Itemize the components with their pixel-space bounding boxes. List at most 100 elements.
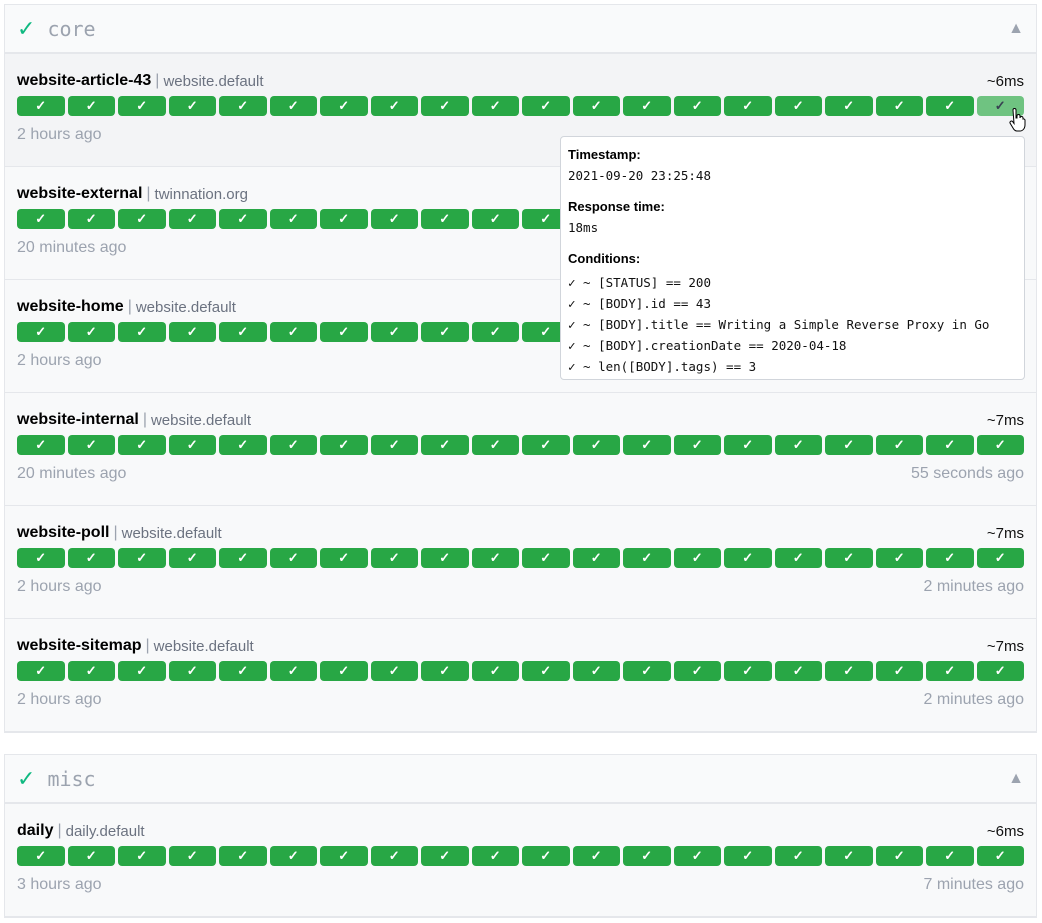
endpoint-name[interactable]: website-home	[17, 298, 124, 315]
result-bar[interactable]: ✓	[522, 846, 570, 866]
result-bar[interactable]: ✓	[118, 322, 166, 342]
result-bar[interactable]: ✓	[17, 661, 65, 681]
endpoint-name[interactable]: website-external	[17, 185, 143, 202]
result-bar[interactable]: ✓	[168, 846, 216, 866]
result-bar[interactable]: ✓	[17, 846, 65, 866]
result-bar[interactable]: ✓	[269, 548, 317, 568]
result-bar[interactable]: ✓	[774, 96, 822, 116]
result-bar[interactable]: ✓	[572, 661, 620, 681]
result-bar[interactable]: ✓	[623, 846, 671, 866]
result-bar[interactable]: ✓	[421, 661, 469, 681]
result-bar[interactable]: ✓	[825, 661, 873, 681]
result-bar[interactable]: ✓	[269, 435, 317, 455]
result-bar[interactable]: ✓	[926, 661, 974, 681]
result-bar[interactable]: ✓	[471, 661, 519, 681]
result-bar[interactable]: ✓	[421, 322, 469, 342]
result-bar[interactable]: ✓	[522, 661, 570, 681]
result-bar[interactable]: ✓	[673, 846, 721, 866]
result-bar[interactable]: ✓	[724, 548, 772, 568]
result-bar[interactable]: ✓	[118, 661, 166, 681]
result-bar[interactable]: ✓	[976, 435, 1024, 455]
result-bar[interactable]: ✓	[17, 96, 65, 116]
result-bar[interactable]: ✓	[320, 96, 368, 116]
result-bar[interactable]: ✓	[471, 322, 519, 342]
result-bar[interactable]: ✓	[724, 96, 772, 116]
result-bar[interactable]: ✓	[623, 661, 671, 681]
result-bar[interactable]: ✓	[875, 435, 923, 455]
result-bar[interactable]: ✓	[572, 846, 620, 866]
result-bar[interactable]: ✓	[269, 322, 317, 342]
result-bar[interactable]: ✓	[421, 435, 469, 455]
result-bar[interactable]: ✓	[522, 96, 570, 116]
endpoint-name[interactable]: website-sitemap	[17, 637, 142, 654]
result-bar[interactable]: ✓	[168, 661, 216, 681]
result-bar[interactable]: ✓	[219, 435, 267, 455]
result-bar[interactable]: ✓	[724, 846, 772, 866]
result-bar[interactable]: ✓	[471, 846, 519, 866]
result-bar[interactable]: ✓	[118, 209, 166, 229]
group-header[interactable]: ✓ misc ▲	[5, 755, 1036, 804]
result-bar[interactable]: ✓	[67, 322, 115, 342]
result-bar[interactable]: ✓	[17, 322, 65, 342]
result-bar[interactable]: ✓	[370, 322, 418, 342]
result-bar[interactable]: ✓	[67, 661, 115, 681]
result-bar[interactable]: ✓	[421, 548, 469, 568]
endpoint-name[interactable]: website-poll	[17, 524, 110, 541]
result-bar[interactable]: ✓	[269, 96, 317, 116]
result-bar[interactable]: ✓	[370, 209, 418, 229]
result-bar[interactable]: ✓	[623, 96, 671, 116]
result-bar[interactable]: ✓	[522, 209, 570, 229]
result-bar[interactable]: ✓	[219, 661, 267, 681]
result-bar[interactable]: ✓	[168, 435, 216, 455]
result-bar[interactable]: ✓	[522, 322, 570, 342]
result-bar[interactable]: ✓	[67, 209, 115, 229]
result-bar[interactable]: ✓	[67, 96, 115, 116]
group-header[interactable]: ✓ core ▲	[5, 5, 1036, 54]
result-bar[interactable]: ✓	[118, 548, 166, 568]
result-bar[interactable]: ✓	[471, 435, 519, 455]
result-bar[interactable]: ✓	[673, 435, 721, 455]
endpoint-row[interactable]: website-sitemap | website.default ~7ms ✓…	[5, 619, 1036, 732]
result-bar[interactable]: ✓	[926, 846, 974, 866]
result-bar[interactable]: ✓	[572, 435, 620, 455]
result-bar[interactable]: ✓	[320, 846, 368, 866]
result-bar[interactable]: ✓	[269, 661, 317, 681]
result-bar[interactable]: ✓	[471, 96, 519, 116]
result-bar[interactable]: ✓	[522, 435, 570, 455]
result-bar[interactable]: ✓	[67, 435, 115, 455]
result-bar[interactable]: ✓	[168, 96, 216, 116]
result-bar[interactable]: ✓	[269, 209, 317, 229]
result-bar[interactable]: ✓	[219, 96, 267, 116]
result-bar[interactable]: ✓	[976, 846, 1024, 866]
result-bar[interactable]: ✓	[118, 96, 166, 116]
result-bar[interactable]: ✓	[471, 209, 519, 229]
result-bar[interactable]: ✓	[471, 548, 519, 568]
result-bar[interactable]: ✓	[421, 96, 469, 116]
collapse-arrow-icon[interactable]: ▲	[1008, 19, 1024, 37]
endpoint-row[interactable]: daily | daily.default ~6ms ✓ ✓ ✓ ✓ ✓ ✓ ✓ ✓ ✓ ✓ ✓ ✓ ✓…	[5, 804, 1036, 917]
result-bar[interactable]: ✓	[320, 209, 368, 229]
result-bar[interactable]: ✓	[17, 209, 65, 229]
result-bar[interactable]: ✓	[219, 548, 267, 568]
result-bar[interactable]: ✓	[118, 846, 166, 866]
collapse-arrow-icon[interactable]: ▲	[1008, 769, 1024, 787]
result-bar[interactable]: ✓	[370, 548, 418, 568]
endpoint-name[interactable]: website-internal	[17, 411, 139, 428]
result-bar[interactable]: ✓	[825, 96, 873, 116]
result-bar[interactable]: ✓	[421, 846, 469, 866]
result-bar[interactable]: ✓	[370, 435, 418, 455]
result-bar[interactable]: ✓	[623, 548, 671, 568]
result-bar[interactable]: ✓	[673, 548, 721, 568]
result-bar[interactable]: ✓	[724, 435, 772, 455]
result-bar[interactable]: ✓	[17, 435, 65, 455]
result-bar[interactable]: ✓	[219, 846, 267, 866]
result-bar[interactable]: ✓	[320, 661, 368, 681]
result-bar[interactable]: ✓	[926, 96, 974, 116]
result-bar[interactable]: ✓	[926, 435, 974, 455]
result-bar[interactable]: ✓	[168, 209, 216, 229]
result-bar[interactable]: ✓	[875, 548, 923, 568]
result-bar[interactable]: ✓	[875, 846, 923, 866]
result-bar[interactable]: ✓	[421, 209, 469, 229]
result-bar[interactable]: ✓	[67, 846, 115, 866]
result-bar[interactable]: ✓	[168, 548, 216, 568]
